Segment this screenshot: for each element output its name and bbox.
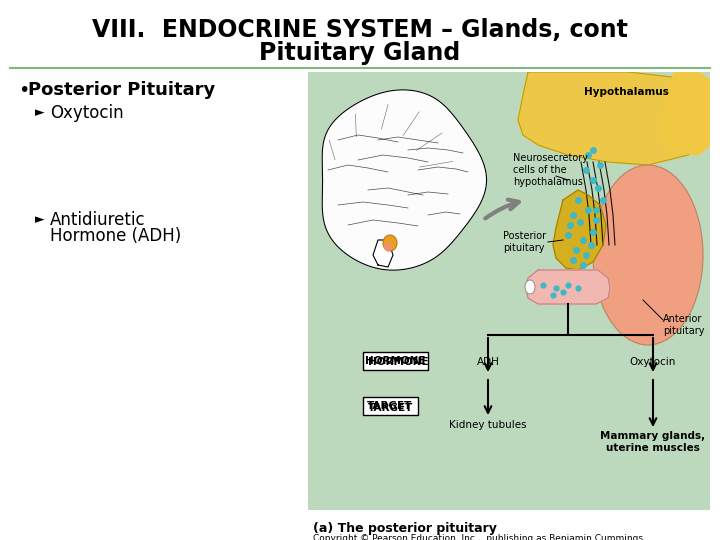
Text: TARGET: TARGET xyxy=(368,403,413,413)
Polygon shape xyxy=(658,72,710,155)
Text: Posterior Pituitary: Posterior Pituitary xyxy=(28,81,215,99)
Text: Neurosecretory
cells of the
hypothalamus: Neurosecretory cells of the hypothalamus xyxy=(513,153,588,187)
Text: Hormone (ADH): Hormone (ADH) xyxy=(50,227,181,245)
Text: Hypothalamus: Hypothalamus xyxy=(584,87,668,97)
Text: TARGET: TARGET xyxy=(367,401,413,411)
Ellipse shape xyxy=(383,235,397,251)
Polygon shape xyxy=(526,270,610,304)
Polygon shape xyxy=(553,190,606,270)
Text: ►: ► xyxy=(35,213,45,226)
Bar xyxy=(308,72,710,510)
Bar xyxy=(363,352,428,370)
Text: ►: ► xyxy=(35,106,45,119)
Text: Anterior
pituitary: Anterior pituitary xyxy=(663,314,704,336)
Text: HORMONE: HORMONE xyxy=(368,357,428,367)
Polygon shape xyxy=(373,240,393,267)
Bar xyxy=(363,397,418,415)
Ellipse shape xyxy=(525,280,535,294)
Ellipse shape xyxy=(593,165,703,345)
Ellipse shape xyxy=(384,242,392,252)
Text: Copyright © Pearson Education, Inc.,  publishing as Benjamin Cummings: Copyright © Pearson Education, Inc., pub… xyxy=(313,534,643,540)
Text: •: • xyxy=(18,80,30,99)
Text: Antidiuretic: Antidiuretic xyxy=(50,211,145,229)
Text: Oxytocin: Oxytocin xyxy=(630,357,676,367)
Text: Posterior
pituitary: Posterior pituitary xyxy=(503,231,546,253)
Text: ADH: ADH xyxy=(477,357,500,367)
Text: Oxytocin: Oxytocin xyxy=(50,104,124,122)
Polygon shape xyxy=(323,90,487,270)
Text: Mammary glands,
uterine muscles: Mammary glands, uterine muscles xyxy=(600,431,706,453)
Text: (a) The posterior pituitary: (a) The posterior pituitary xyxy=(313,522,497,535)
Text: HORMONE: HORMONE xyxy=(365,356,426,366)
Text: VIII.  ENDOCRINE SYSTEM – Glands, cont: VIII. ENDOCRINE SYSTEM – Glands, cont xyxy=(92,18,628,42)
Text: Pituitary Gland: Pituitary Gland xyxy=(259,41,461,65)
Polygon shape xyxy=(518,72,710,165)
Text: Kidney tubules: Kidney tubules xyxy=(449,420,527,430)
